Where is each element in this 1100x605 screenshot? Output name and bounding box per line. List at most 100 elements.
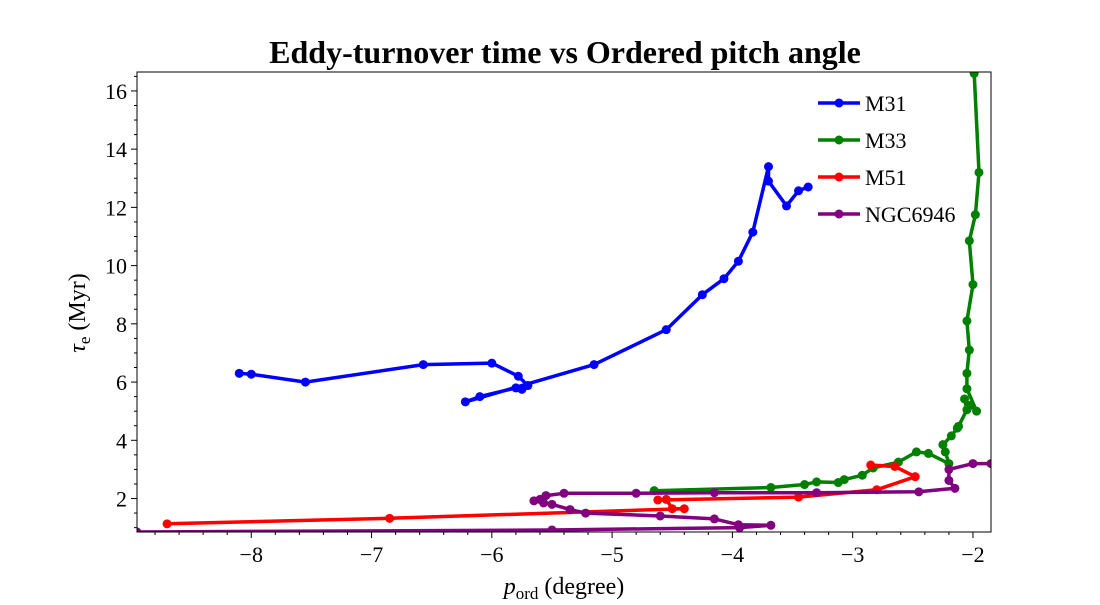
data-point-m31 <box>460 397 470 407</box>
legend-label-m51: M51 <box>865 165 907 190</box>
data-point-m33 <box>970 210 980 220</box>
data-point-ngc6946 <box>944 464 954 474</box>
data-point-m31 <box>719 274 729 284</box>
data-point-m31 <box>697 290 707 300</box>
data-point-m31 <box>513 371 523 381</box>
data-point-ngc6946 <box>709 488 719 498</box>
data-point-m33 <box>964 345 974 355</box>
y-tick-label: 10 <box>105 254 127 279</box>
legend-label-m33: M33 <box>865 128 907 153</box>
data-point-m33 <box>969 72 979 78</box>
data-point-m31 <box>246 369 256 379</box>
data-point-m33 <box>800 480 810 490</box>
data-point-m51 <box>385 513 395 523</box>
data-point-ngc6946 <box>986 459 991 469</box>
data-point-ngc6946 <box>733 520 743 530</box>
data-point-ngc6946 <box>944 475 954 485</box>
y-axis-label-subscript: e <box>75 337 94 345</box>
y-tick-label: 16 <box>105 79 127 104</box>
x-tick-label: −6 <box>480 542 503 567</box>
y-tick-label: 12 <box>105 195 127 220</box>
y-axis-label-symbol: τ <box>65 343 91 353</box>
series-m33 <box>649 72 984 496</box>
data-point-m33 <box>962 316 972 326</box>
data-point-m31 <box>733 256 743 266</box>
legend-label-m31: M31 <box>865 91 907 116</box>
x-tick-label: −7 <box>360 542 383 567</box>
data-point-m51 <box>667 504 677 514</box>
data-point-ngc6946 <box>529 496 539 506</box>
data-point-m31 <box>748 227 758 237</box>
y-tick-label: 6 <box>116 370 127 395</box>
data-point-m33 <box>960 394 970 404</box>
data-point-ngc6946 <box>812 488 822 498</box>
data-point-ngc6946 <box>559 488 569 498</box>
data-point-m51 <box>910 472 920 482</box>
x-axis-label-symbol: p <box>502 574 516 600</box>
y-axis-label: τe (Myr) <box>65 273 94 352</box>
data-point-m31 <box>763 176 773 186</box>
data-point-m31 <box>661 325 671 335</box>
plot-frame <box>136 71 992 533</box>
x-axis-label-rest: (degree) <box>538 574 624 600</box>
series-group <box>137 72 991 532</box>
data-point-m33 <box>954 421 964 431</box>
plot-area <box>136 71 992 533</box>
data-point-m33 <box>974 167 984 177</box>
data-point-m51 <box>162 519 172 529</box>
data-point-ngc6946 <box>914 487 924 497</box>
data-point-m33 <box>766 482 776 492</box>
series-ngc6946 <box>137 459 991 532</box>
data-point-m33 <box>812 477 822 487</box>
legend-marker-m51 <box>834 172 844 182</box>
data-point-m33 <box>946 431 956 441</box>
data-point-m33 <box>962 384 972 394</box>
x-tick-label: −5 <box>600 542 623 567</box>
x-tick-label: −3 <box>841 542 864 567</box>
data-point-ngc6946 <box>655 511 665 521</box>
data-point-ngc6946 <box>950 483 960 493</box>
series-line-m31 <box>239 164 809 404</box>
legend: M31 M33 M51 NGC6946 <box>818 91 955 227</box>
legend-label-ngc6946: NGC6946 <box>865 202 955 227</box>
legend-marker-m31 <box>834 98 844 108</box>
series-m31 <box>234 162 813 407</box>
data-point-m31 <box>234 368 244 378</box>
data-point-m33 <box>972 406 982 416</box>
data-point-m33 <box>940 447 950 457</box>
x-tick-label: −8 <box>240 542 263 567</box>
data-point-m31 <box>803 182 813 192</box>
data-point-ngc6946 <box>137 527 142 532</box>
data-point-ngc6946 <box>631 488 641 498</box>
y-axis: 2 4 6 8 10 12 14 16 <box>105 75 137 529</box>
data-point-m31 <box>794 186 804 196</box>
data-point-ngc6946 <box>581 508 591 518</box>
legend-marker-m33 <box>834 135 844 145</box>
legend-marker-ngc6946 <box>834 209 844 219</box>
y-tick-label: 2 <box>116 487 127 512</box>
x-axis-label-subscript: ord <box>516 584 539 600</box>
y-tick-label: 4 <box>116 428 127 453</box>
data-point-m51 <box>679 504 689 514</box>
data-point-m33 <box>966 400 976 410</box>
y-tick-label: 8 <box>116 312 127 337</box>
data-point-m31 <box>300 377 310 387</box>
data-point-m33 <box>923 448 933 458</box>
data-point-ngc6946 <box>766 520 776 530</box>
x-axis: −8 −7 −6 −5 −4 −3 −2 <box>154 532 985 567</box>
data-point-ngc6946 <box>565 505 575 515</box>
data-point-m33 <box>938 440 948 450</box>
chart-title: Eddy-turnover time vs Ordered pitch angl… <box>269 34 861 70</box>
data-point-m31 <box>511 383 521 393</box>
data-point-m51 <box>890 461 900 471</box>
data-point-ngc6946 <box>547 525 557 532</box>
data-point-m51 <box>794 492 804 502</box>
data-point-m31 <box>475 392 485 402</box>
y-tick-label: 14 <box>105 137 127 162</box>
x-axis-label: pord (degree) <box>502 574 625 600</box>
data-point-m31 <box>487 358 497 368</box>
data-point-ngc6946 <box>968 459 978 469</box>
data-point-m51 <box>866 460 876 470</box>
